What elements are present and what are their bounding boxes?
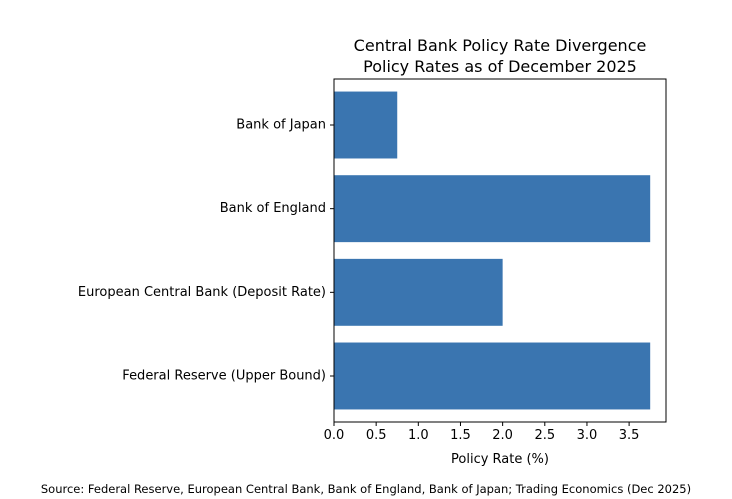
x-tick-label: 0.0 xyxy=(324,428,345,443)
y-tick-label: European Central Bank (Deposit Rate) xyxy=(78,285,326,300)
x-axis: 0.0 0.5 1.0 1.5 2.0 2.5 3.0 3.5 xyxy=(324,422,640,443)
bar-bank-of-england xyxy=(334,175,651,243)
y-tick-label: Bank of Japan xyxy=(236,118,326,133)
x-tick-label: 2.0 xyxy=(492,428,513,443)
x-tick-label: 1.0 xyxy=(408,428,429,443)
bar-federal-reserve-upper-bound xyxy=(334,342,651,410)
bars-layer xyxy=(334,91,651,410)
y-tick-label: Bank of England xyxy=(220,201,326,216)
x-tick-label: 0.5 xyxy=(366,428,387,443)
x-tick-label: 1.5 xyxy=(450,428,471,443)
y-axis: Federal Reserve (Upper Bound) European Ce… xyxy=(78,118,334,383)
chart-title: Central Bank Policy Rate Divergence xyxy=(353,36,647,55)
x-tick-label: 3.0 xyxy=(577,428,598,443)
bar-bank-of-japan xyxy=(334,91,398,159)
chart-subtitle: Policy Rates as of December 2025 xyxy=(363,57,637,76)
x-tick-label: 2.5 xyxy=(534,428,555,443)
y-tick-label: Federal Reserve (Upper Bound) xyxy=(122,368,326,383)
x-tick-label: 3.5 xyxy=(619,428,640,443)
x-axis-label: Policy Rate (%) xyxy=(451,452,549,467)
source-note: Source: Federal Reserve, European Centra… xyxy=(40,482,692,496)
plot-frame xyxy=(333,78,667,423)
bar-european-central-bank-deposit-rate xyxy=(334,258,503,326)
